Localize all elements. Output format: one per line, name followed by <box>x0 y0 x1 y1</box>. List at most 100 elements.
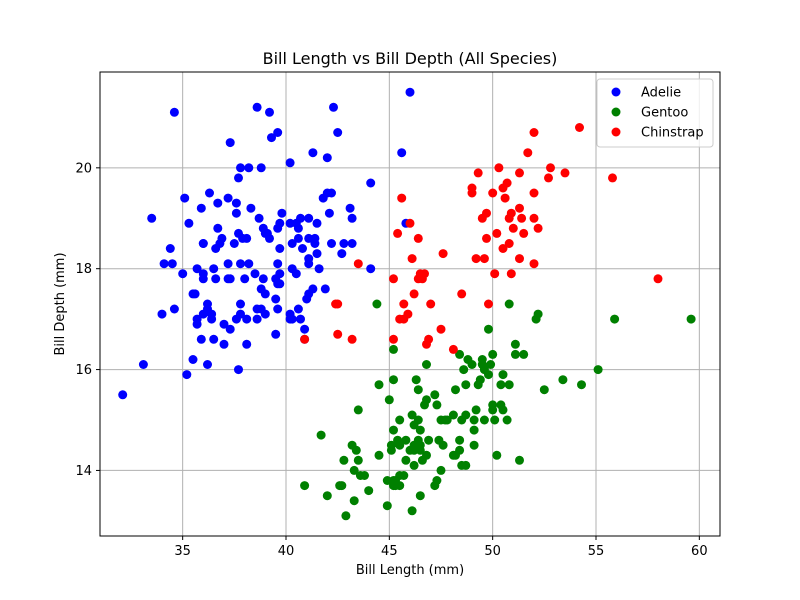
data-point-adelie <box>205 188 214 198</box>
data-point-adelie <box>209 334 219 344</box>
data-point-chinstrap <box>560 168 570 178</box>
data-point-gentoo <box>316 430 326 440</box>
data-point-adelie <box>267 133 276 143</box>
data-point-gentoo <box>558 375 568 385</box>
data-point-adelie <box>138 360 148 369</box>
axis-ticks: 35 40 45 50 55 60 14 16 18 20 <box>75 161 707 559</box>
data-point-adelie <box>192 264 202 274</box>
data-point-adelie <box>244 163 254 173</box>
data-point-gentoo <box>337 481 347 491</box>
data-point-adelie <box>236 259 245 269</box>
data-point-adelie <box>345 203 355 213</box>
data-point-gentoo <box>415 425 425 435</box>
data-point-adelie <box>296 314 305 324</box>
legend-marker-adelie <box>611 87 621 97</box>
data-point-adelie <box>225 138 235 148</box>
data-point-gentoo <box>461 410 471 420</box>
data-point-gentoo <box>486 360 496 369</box>
data-point-chinstrap <box>482 208 491 218</box>
data-point-adelie <box>236 309 245 319</box>
data-point-chinstrap <box>413 233 423 243</box>
series-chinstrap <box>300 123 663 354</box>
data-point-adelie <box>405 87 415 97</box>
data-point-adelie <box>293 304 303 314</box>
data-point-gentoo <box>488 349 498 359</box>
data-point-gentoo <box>490 415 500 425</box>
data-point-gentoo <box>442 415 452 425</box>
data-point-adelie <box>271 329 281 339</box>
data-point-chinstrap <box>467 183 477 193</box>
data-point-gentoo <box>593 365 603 375</box>
data-point-adelie <box>327 239 336 248</box>
data-point-chinstrap <box>515 254 524 264</box>
data-point-adelie <box>196 203 206 213</box>
data-point-chinstrap <box>533 223 543 233</box>
x-tick-label: 45 <box>381 544 398 559</box>
data-point-chinstrap <box>426 299 436 309</box>
data-point-chinstrap <box>504 239 514 248</box>
data-point-gentoo <box>353 405 363 415</box>
data-point-adelie <box>234 173 243 183</box>
data-point-gentoo <box>395 481 405 491</box>
data-point-adelie <box>312 218 322 228</box>
data-point-gentoo <box>477 355 487 364</box>
series-gentoo <box>300 299 696 521</box>
data-point-chinstrap <box>529 259 539 269</box>
data-point-chinstrap <box>506 208 516 218</box>
data-point-gentoo <box>510 339 520 349</box>
data-point-adelie <box>314 264 324 274</box>
data-point-gentoo <box>436 465 446 475</box>
data-point-chinstrap <box>407 254 417 264</box>
data-point-adelie <box>308 148 318 158</box>
data-point-adelie <box>366 264 376 274</box>
x-tick-label: 40 <box>278 544 295 559</box>
data-point-adelie <box>157 309 167 319</box>
data-point-adelie <box>178 269 188 279</box>
data-point-adelie <box>223 193 233 203</box>
data-point-adelie <box>219 339 229 349</box>
data-point-gentoo <box>407 506 417 516</box>
data-point-gentoo <box>455 445 465 455</box>
data-point-gentoo <box>498 370 508 380</box>
data-point-chinstrap <box>333 299 343 309</box>
data-point-gentoo <box>492 450 502 460</box>
data-point-gentoo <box>401 455 411 465</box>
data-point-gentoo <box>351 445 361 455</box>
y-tick-label: 14 <box>75 464 92 479</box>
data-point-adelie <box>229 239 239 248</box>
legend: Adelie Gentoo Chinstrap <box>596 78 714 148</box>
data-point-gentoo <box>455 349 465 359</box>
data-point-adelie <box>240 274 250 284</box>
data-point-gentoo <box>504 299 514 309</box>
data-point-gentoo <box>519 349 529 359</box>
data-point-gentoo <box>498 405 508 415</box>
data-point-adelie <box>242 233 252 243</box>
data-point-adelie <box>320 284 330 294</box>
data-point-adelie <box>231 208 241 218</box>
data-point-gentoo <box>374 380 384 390</box>
data-point-adelie <box>291 269 301 279</box>
data-point-gentoo <box>515 455 524 465</box>
data-point-gentoo <box>415 440 425 450</box>
data-point-adelie <box>347 213 357 223</box>
data-point-gentoo <box>349 465 359 475</box>
data-point-chinstrap <box>484 299 493 309</box>
data-point-adelie <box>182 370 192 380</box>
data-point-chinstrap <box>409 289 419 299</box>
data-point-adelie <box>293 223 303 233</box>
data-point-adelie <box>275 218 285 228</box>
data-point-adelie <box>329 102 338 112</box>
data-point-chinstrap <box>393 228 403 238</box>
data-point-gentoo <box>504 380 514 390</box>
data-point-chinstrap <box>436 324 446 334</box>
data-point-chinstrap <box>544 173 553 183</box>
data-point-gentoo <box>374 450 384 460</box>
data-point-adelie <box>285 218 295 228</box>
data-point-adelie <box>198 269 208 279</box>
data-point-adelie <box>296 213 305 223</box>
x-tick-label: 55 <box>588 544 605 559</box>
data-point-gentoo <box>461 380 471 390</box>
data-point-adelie <box>304 233 314 243</box>
data-point-chinstrap <box>420 269 429 279</box>
